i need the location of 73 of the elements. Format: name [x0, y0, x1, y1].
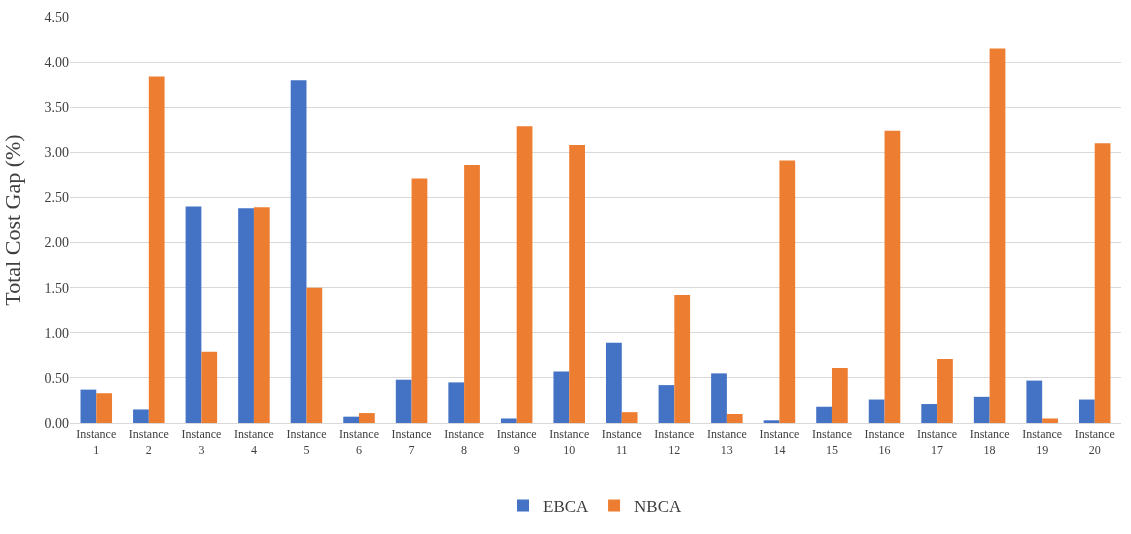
bar — [921, 404, 938, 423]
bar — [253, 207, 270, 423]
x-tick-label: Instance 18 — [969, 427, 1010, 457]
y-tick-label: 1.50 — [44, 280, 69, 296]
x-tick-label: Instance 12 — [654, 427, 695, 457]
bar — [606, 342, 622, 423]
x-tick-label: Instance 10 — [549, 427, 590, 457]
x-tick-label: Instance 14 — [759, 427, 800, 457]
bar — [448, 382, 465, 423]
bar — [96, 393, 113, 423]
bar — [726, 413, 743, 423]
x-tick-label: Instance 4 — [233, 427, 274, 457]
y-tick-label: 1.00 — [44, 325, 69, 341]
y-tick-label: 3.00 — [44, 145, 69, 161]
bar — [343, 416, 360, 423]
bar — [185, 206, 202, 423]
bar — [884, 130, 901, 423]
bar — [831, 367, 848, 423]
x-tick-label: Instance 3 — [181, 427, 222, 457]
x-tick-label: Instance 6 — [339, 427, 380, 457]
bar — [500, 418, 517, 423]
x-tick-label: Instance 7 — [391, 427, 432, 457]
bar — [133, 409, 149, 423]
bar — [464, 164, 480, 423]
bar — [1078, 399, 1095, 423]
legend-label: EBCA — [543, 497, 590, 517]
bar — [553, 371, 570, 423]
bar — [989, 48, 1006, 423]
bar — [569, 145, 585, 423]
bar — [1042, 418, 1058, 423]
x-tick-label: Instance 2 — [128, 427, 169, 457]
bar — [937, 358, 953, 423]
x-tick-label: Instance 19 — [1022, 427, 1063, 457]
bar — [411, 178, 428, 423]
bar — [516, 126, 533, 423]
bar — [238, 208, 254, 423]
y-tick-label: 4.00 — [44, 55, 69, 71]
bar — [763, 420, 780, 423]
bar — [1094, 143, 1111, 423]
y-tick-label: 2.50 — [44, 190, 69, 206]
bar — [1026, 380, 1043, 423]
bar — [973, 396, 990, 423]
bar — [674, 294, 691, 423]
bar — [80, 389, 97, 423]
x-tick-label: Instance 20 — [1074, 427, 1115, 457]
x-tick-label: Instance 13 — [706, 427, 747, 457]
y-tick-label: 2.00 — [44, 235, 69, 251]
bar — [711, 373, 727, 423]
bar — [816, 406, 832, 423]
x-tick-label: Instance 1 — [76, 427, 117, 457]
bar — [868, 399, 885, 423]
bar — [779, 160, 796, 423]
x-tick-label: Instance 15 — [811, 427, 852, 457]
bar — [359, 413, 375, 423]
bar — [306, 287, 323, 423]
x-tick-label: Instance 8 — [444, 427, 485, 457]
y-tick-label: 4.50 — [44, 9, 69, 25]
x-tick-label: Instance 16 — [864, 427, 905, 457]
x-tick-label: Instance 11 — [601, 427, 642, 457]
bar — [395, 379, 412, 423]
bar — [290, 80, 307, 423]
bar — [148, 76, 165, 423]
y-axis-title: Total Cost Gap (%) — [0, 134, 25, 306]
x-tick-label: Instance 17 — [917, 427, 958, 457]
y-tick-label: 0.00 — [44, 415, 69, 431]
y-tick-label: 0.50 — [44, 370, 69, 386]
x-tick-label: Instance 5 — [286, 427, 327, 457]
y-tick-label: 3.50 — [44, 100, 69, 116]
bar — [201, 351, 218, 423]
x-tick-label: Instance 9 — [496, 427, 537, 457]
bar — [658, 385, 675, 423]
bar — [621, 412, 638, 423]
legend-label: NBCA — [634, 497, 683, 517]
